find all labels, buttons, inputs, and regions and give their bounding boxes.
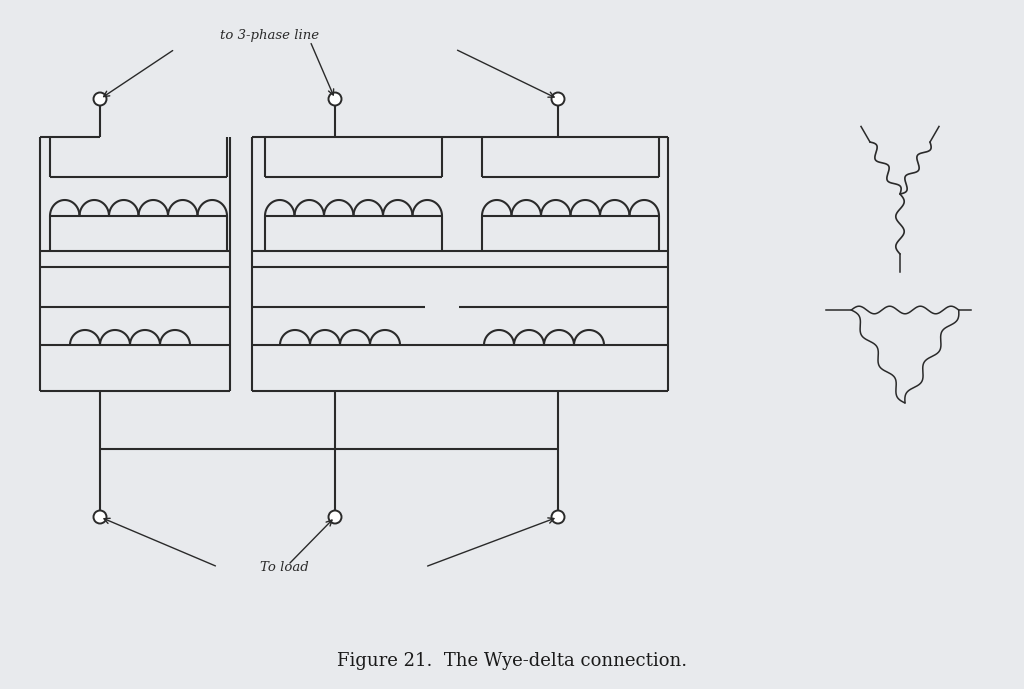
Text: Figure 21.  The Wye-delta connection.: Figure 21. The Wye-delta connection. bbox=[337, 652, 687, 670]
Circle shape bbox=[552, 511, 564, 524]
Text: to 3-phase line: to 3-phase line bbox=[220, 29, 319, 42]
Circle shape bbox=[93, 511, 106, 524]
Text: To load: To load bbox=[260, 561, 309, 574]
Circle shape bbox=[552, 92, 564, 105]
Circle shape bbox=[329, 92, 341, 105]
Circle shape bbox=[329, 511, 341, 524]
Circle shape bbox=[93, 92, 106, 105]
